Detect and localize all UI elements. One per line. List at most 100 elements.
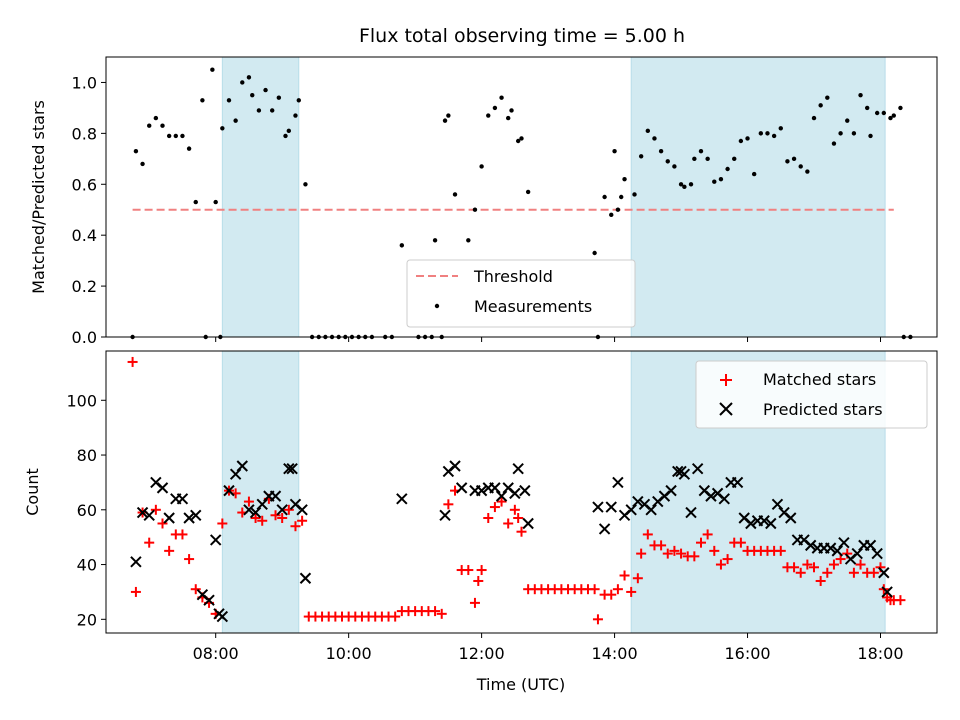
matched-point-73 [589, 584, 600, 595]
bottom-y-ticks: 20 40 60 80 100 [66, 391, 106, 629]
measurement-point-79 [678, 182, 684, 187]
predicted-point-61 [691, 463, 704, 475]
predicted-point-75 [785, 512, 797, 524]
measurement-point-2 [133, 148, 139, 154]
y-tick-label: 60 [77, 501, 97, 520]
measurement-point-82 [692, 156, 697, 162]
matched-point-58 [496, 496, 507, 507]
predicted-point-19 [243, 504, 255, 516]
matched-point-19 [243, 496, 254, 507]
x-tick-label: 16:00 [724, 644, 770, 663]
series-predicted-stars [130, 460, 893, 623]
predicted-point-46 [598, 523, 611, 535]
measurement-point-18 [233, 118, 238, 123]
matched-point-92 [709, 545, 720, 556]
measurement-point-68 [612, 148, 617, 154]
matched-point-106 [802, 559, 813, 570]
measurement-point-19 [240, 80, 245, 85]
measurement-point-21 [250, 92, 255, 98]
predicted-point-3 [143, 509, 155, 521]
predicted-point-81 [824, 542, 837, 554]
predicted-point-60 [685, 506, 697, 519]
matched-point-9 [177, 529, 188, 540]
measurement-point-12 [200, 98, 205, 103]
predicted-point-10 [190, 509, 202, 521]
highlight-band-2 [630, 56, 886, 338]
top-y-ticks: 0.0 0.2 0.4 0.6 0.8 1.0 [72, 73, 106, 347]
top-panel: Flux total observing time = 5.00 h 0.00.… [29, 25, 938, 347]
measurement-point-50 [442, 118, 448, 123]
matched-point-81 [636, 548, 647, 559]
predicted-point-1 [130, 556, 142, 568]
bottom-legend-box [695, 360, 928, 429]
bottom-axes-frame [105, 350, 938, 634]
matched-point-84 [656, 540, 667, 551]
series-measurements [130, 67, 913, 340]
y-tick-label: 80 [77, 446, 97, 465]
y-tick-label: 1.0 [72, 73, 97, 92]
legend-matched-swatch [720, 374, 732, 386]
matched-point-52 [463, 565, 474, 576]
matched-point-116 [868, 567, 879, 578]
measurement-point-98 [798, 164, 803, 169]
matched-point-56 [483, 513, 494, 524]
predicted-point-25 [283, 463, 295, 475]
matched-point-76 [606, 589, 617, 600]
measurement-point-92 [758, 131, 764, 136]
measurement-point-103 [831, 141, 837, 146]
predicted-point-47 [605, 501, 617, 513]
measurement-point-5 [153, 115, 159, 121]
predicted-point-44 [522, 517, 534, 530]
matched-point-54 [473, 575, 484, 586]
measurement-point-85 [712, 179, 717, 184]
matched-point-10 [184, 554, 195, 565]
highlight-band-1 [221, 56, 300, 338]
predicted-point-39 [495, 490, 508, 502]
measurement-point-44 [399, 243, 405, 248]
measurement-point-63 [525, 189, 531, 195]
measurement-point-60 [509, 108, 514, 113]
legend-measurements-label: Measurements [474, 297, 592, 316]
measurement-point-20 [246, 75, 252, 80]
measurement-point-53 [466, 238, 471, 243]
x-tick-label: 18:00 [857, 644, 903, 663]
top-title: Flux total observing time = 5.00 h [359, 25, 685, 47]
measurement-point-23 [263, 87, 268, 93]
matched-point-108 [815, 575, 826, 586]
measurement-point-57 [492, 105, 498, 111]
measurement-point-99 [805, 169, 810, 174]
measurement-point-109 [868, 133, 873, 139]
matched-point-25 [283, 504, 294, 515]
y-tick-label: 0.4 [72, 226, 97, 245]
predicted-point-20 [249, 506, 262, 519]
predicted-point-17 [229, 468, 242, 480]
matched-point-111 [835, 554, 846, 565]
predicted-point-71 [758, 515, 770, 527]
matched-point-55 [476, 565, 487, 576]
highlight-band-1 [221, 350, 300, 634]
predicted-point-82 [831, 545, 843, 557]
measurement-point-84 [705, 156, 710, 162]
legend-threshold-label: Threshold [473, 267, 553, 286]
predicted-point-67 [731, 476, 744, 489]
matched-point-87 [676, 548, 687, 559]
y-tick-label: 40 [77, 556, 97, 575]
matched-point-122 [895, 595, 906, 606]
predicted-point-18 [236, 460, 248, 472]
predicted-point-87 [864, 539, 877, 552]
predicted-point-72 [765, 517, 777, 530]
bottom-x-ticks: 08:00 10:00 12:00 14:00 16:00 18:00 [193, 633, 904, 663]
measurement-point-54 [472, 207, 478, 212]
y-tick-label: 20 [77, 610, 97, 629]
matched-point-114 [855, 559, 866, 570]
predicted-point-88 [871, 547, 883, 560]
measurement-point-69 [615, 207, 621, 212]
predicted-point-30 [396, 493, 408, 505]
measurement-point-9 [180, 133, 185, 139]
measurement-point-81 [688, 182, 694, 187]
matched-point-49 [443, 499, 454, 510]
matched-point-93 [715, 559, 726, 570]
predicted-point-21 [256, 498, 268, 511]
predicted-point-13 [209, 534, 222, 546]
predicted-point-41 [509, 487, 521, 500]
